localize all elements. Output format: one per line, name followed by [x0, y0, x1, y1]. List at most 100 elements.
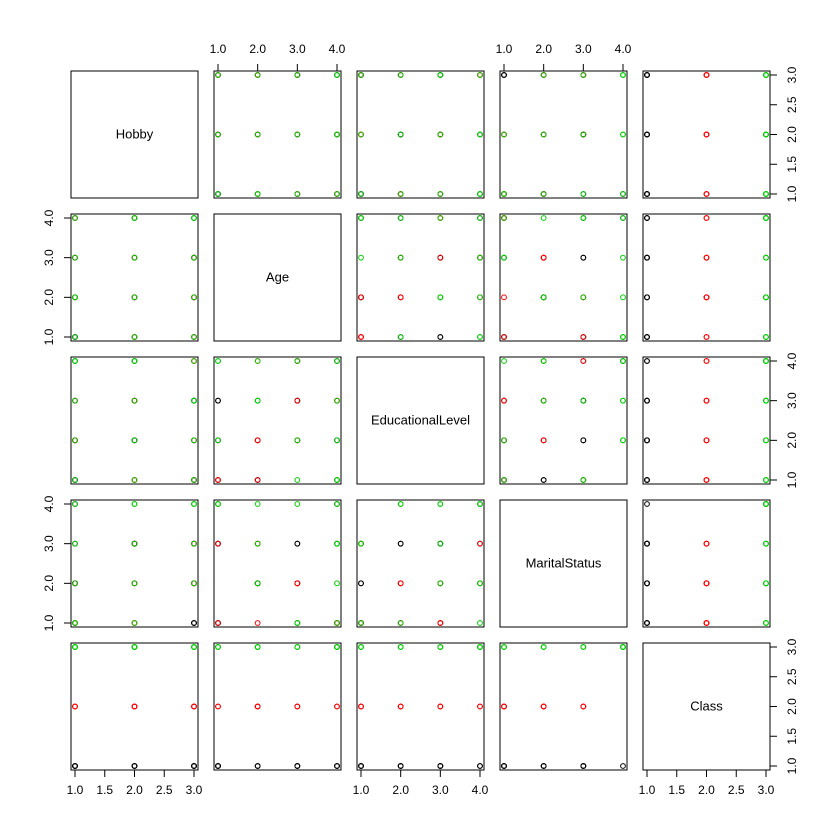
data-point-class-vs-hobby-38 — [131, 644, 138, 650]
data-point-marital-status-vs-age-24 — [294, 580, 301, 587]
data-point-hobby-vs-educational-level-30 — [397, 191, 404, 197]
data-point-marital-status-vs-class-13 — [644, 540, 650, 547]
y-tick-label-age-3: 4.0 — [42, 209, 56, 226]
y-right-tick-label-educational-level-3: 4.0 — [785, 352, 799, 369]
data-point-age-vs-educational-level-21 — [358, 334, 364, 340]
data-point-hobby-vs-age-34 — [334, 72, 340, 78]
y-right-tick-label-hobby-1: 1.5 — [785, 156, 799, 173]
data-point-marital-status-vs-hobby-35 — [72, 620, 78, 626]
data-point-marital-status-vs-age-26 — [254, 501, 261, 507]
data-point-marital-status-vs-age-37 — [254, 580, 261, 587]
data-point-educational-level-vs-class-22 — [703, 397, 710, 404]
data-point-marital-status-vs-age-10 — [294, 540, 301, 547]
data-point-age-vs-educational-level-6 — [437, 334, 444, 340]
data-point-hobby-vs-class-39 — [763, 191, 769, 197]
data-point-marital-status-vs-hobby-36 — [131, 620, 138, 626]
x-top-tick-label-age-3: 4.0 — [329, 42, 346, 56]
y-right-tick-label-educational-level-2: 3.0 — [785, 392, 799, 409]
y-right-tick-label-hobby-2: 2.0 — [785, 126, 799, 143]
data-point-marital-status-vs-educational-level-19 — [397, 580, 404, 587]
data-point-hobby-vs-educational-level-26 — [437, 131, 444, 138]
data-point-hobby-vs-educational-level-38 — [358, 131, 364, 138]
data-point-class-vs-educational-level-39 — [437, 644, 444, 650]
data-point-marital-status-vs-class-34 — [763, 501, 769, 507]
data-point-marital-status-vs-age-16 — [215, 540, 221, 547]
data-point-age-vs-educational-level-15 — [437, 254, 444, 261]
data-point-marital-status-vs-educational-level-38 — [358, 540, 364, 547]
data-point-hobby-vs-marital-status-35 — [501, 191, 507, 197]
data-point-hobby-vs-marital-status-38 — [580, 131, 587, 138]
data-point-age-vs-educational-level-32 — [397, 334, 404, 340]
y-right-tick-label-hobby-0: 1.0 — [785, 185, 799, 202]
data-point-class-vs-age-8 — [215, 763, 221, 769]
x-top-tick-label-age-2: 3.0 — [289, 42, 306, 56]
data-point-age-vs-class-9 — [644, 294, 650, 301]
data-point-marital-status-vs-class-22 — [703, 620, 710, 626]
data-point-educational-level-vs-age-23 — [254, 477, 261, 483]
data-point-educational-level-vs-age-31 — [215, 358, 221, 364]
data-point-class-vs-age-32 — [215, 644, 221, 650]
x-top-tick-label-age-1: 2.0 — [249, 42, 266, 56]
data-point-marital-status-vs-hobby-34 — [191, 501, 197, 507]
data-point-class-vs-age-23 — [254, 703, 261, 710]
data-point-hobby-vs-age-26 — [254, 131, 261, 138]
data-point-marital-status-vs-educational-level-35 — [358, 620, 364, 626]
panel-frame-class-vs-educational-level — [356, 642, 485, 771]
data-point-marital-status-vs-age-32 — [215, 501, 221, 507]
data-point-marital-status-vs-educational-level-37 — [437, 580, 444, 587]
data-point-educational-level-vs-class-11 — [644, 477, 650, 483]
data-point-educational-level-vs-class-32 — [763, 437, 769, 444]
data-point-educational-level-vs-age-28 — [294, 437, 301, 444]
data-point-educational-level-vs-age-21 — [215, 477, 221, 483]
data-point-marital-status-vs-educational-level-9 — [358, 580, 364, 587]
data-point-hobby-vs-marital-status-27 — [580, 72, 587, 78]
data-point-marital-status-vs-hobby-39 — [72, 540, 78, 547]
x-top-tick-label-age-0: 1.0 — [210, 42, 227, 56]
data-point-marital-status-vs-educational-level-20 — [477, 540, 483, 547]
data-point-class-vs-educational-level-23 — [358, 703, 364, 710]
data-point-educational-level-vs-age-35 — [294, 477, 301, 483]
data-point-hobby-vs-class-12 — [644, 191, 650, 197]
data-point-class-vs-educational-level-22 — [437, 703, 444, 710]
data-point-age-vs-marital-status-14 — [501, 294, 507, 301]
data-point-age-vs-educational-level-34 — [437, 215, 444, 221]
data-point-age-vs-hobby-36 — [131, 254, 138, 261]
data-point-educational-level-vs-marital-status-38 — [580, 477, 587, 483]
data-point-class-vs-hobby-24 — [191, 703, 197, 710]
data-point-marital-status-vs-age-36 — [294, 620, 301, 626]
data-point-class-vs-age-21 — [215, 703, 221, 710]
x-top-tick-label-marital-status-3: 4.0 — [615, 42, 632, 56]
data-point-class-vs-educational-level-32 — [397, 644, 404, 650]
data-point-age-vs-marital-status-24 — [540, 254, 547, 261]
data-point-marital-status-vs-hobby-33 — [72, 580, 78, 587]
panel-frame-educational-level-vs-educational-level — [356, 356, 485, 485]
data-point-educational-level-vs-hobby-33 — [72, 358, 78, 364]
data-point-hobby-vs-marital-status-34 — [620, 72, 626, 78]
x-tick-label-class-2: 2.0 — [698, 783, 715, 797]
data-point-marital-status-vs-age-30 — [334, 620, 340, 626]
data-point-hobby-vs-class-37 — [763, 72, 769, 78]
data-point-educational-level-vs-marital-status-33 — [540, 358, 547, 364]
x-tick-label-hobby-1: 1.5 — [96, 783, 113, 797]
data-point-educational-level-vs-hobby-27 — [191, 477, 197, 483]
data-point-class-vs-educational-level-36 — [477, 644, 483, 650]
data-point-educational-level-vs-hobby-39 — [72, 397, 78, 404]
data-point-age-vs-hobby-28 — [191, 254, 197, 261]
y-right-tick-label-class-1: 1.5 — [785, 728, 799, 745]
data-point-class-vs-marital-status-22 — [501, 703, 507, 710]
data-point-class-vs-educational-level-24 — [477, 703, 483, 710]
data-point-age-vs-marital-status-32 — [620, 334, 626, 340]
data-point-class-vs-hobby-11 — [191, 763, 197, 769]
data-point-educational-level-vs-marital-status-32 — [620, 437, 626, 444]
data-point-educational-level-vs-age-17 — [254, 437, 261, 444]
data-point-educational-level-vs-marital-status-39 — [580, 397, 587, 404]
panel-frame-marital-status-vs-class — [642, 499, 771, 628]
data-point-hobby-vs-age-35 — [294, 191, 301, 197]
data-point-educational-level-vs-hobby-35 — [72, 477, 78, 483]
data-point-educational-level-vs-hobby-38 — [131, 477, 138, 483]
data-point-hobby-vs-educational-level-36 — [477, 131, 483, 138]
data-point-age-vs-hobby-32 — [131, 334, 138, 340]
panel-frame-hobby-vs-educational-level — [356, 70, 485, 199]
data-point-marital-status-vs-age-34 — [334, 501, 340, 507]
